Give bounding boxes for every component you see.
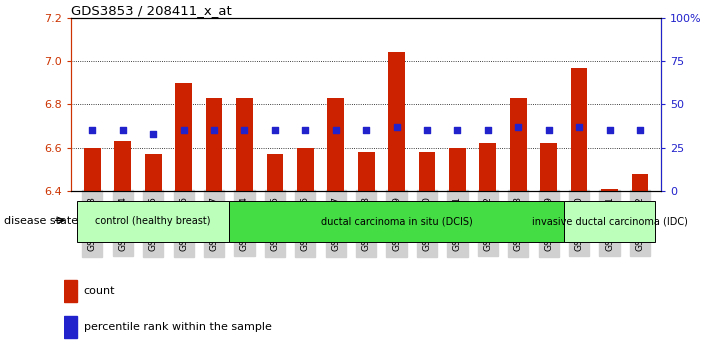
Point	[117, 127, 129, 133]
Text: percentile rank within the sample: percentile rank within the sample	[84, 322, 272, 332]
Bar	[479, 143, 496, 191]
Point	[604, 127, 615, 133]
Point	[208, 127, 220, 133]
Point	[330, 127, 341, 133]
Text: ductal carcinoma in situ (DCIS): ductal carcinoma in situ (DCIS)	[321, 216, 472, 226]
Bar	[510, 98, 527, 191]
Bar	[358, 152, 375, 191]
Point	[513, 124, 524, 130]
Bar	[64, 280, 77, 302]
Bar	[64, 316, 77, 338]
Point	[360, 127, 372, 133]
Bar	[631, 174, 648, 191]
Bar	[388, 52, 405, 191]
Point	[482, 127, 493, 133]
Bar	[236, 98, 253, 191]
Point	[573, 124, 584, 130]
Bar	[145, 154, 161, 191]
FancyBboxPatch shape	[77, 200, 229, 242]
FancyBboxPatch shape	[564, 200, 655, 242]
Bar	[540, 143, 557, 191]
Bar	[114, 141, 131, 191]
Bar	[449, 148, 466, 191]
Point	[148, 131, 159, 137]
Text: disease state: disease state	[4, 216, 77, 226]
Text: count: count	[84, 286, 115, 296]
Point	[87, 127, 98, 133]
Bar	[267, 154, 283, 191]
Point	[543, 127, 555, 133]
Point	[239, 127, 250, 133]
Point	[391, 124, 402, 130]
Bar	[571, 68, 587, 191]
Point	[451, 127, 463, 133]
Text: GDS3853 / 208411_x_at: GDS3853 / 208411_x_at	[71, 4, 232, 17]
Bar	[84, 148, 101, 191]
FancyBboxPatch shape	[229, 200, 564, 242]
Point	[422, 127, 433, 133]
Bar	[297, 148, 314, 191]
Bar	[602, 189, 618, 191]
Bar	[327, 98, 344, 191]
Text: control (healthy breast): control (healthy breast)	[95, 216, 211, 226]
Point	[299, 127, 311, 133]
Bar	[419, 152, 435, 191]
Text: invasive ductal carcinoma (IDC): invasive ductal carcinoma (IDC)	[532, 216, 688, 226]
Bar	[176, 83, 192, 191]
Point	[634, 127, 646, 133]
Bar	[205, 98, 223, 191]
Point	[178, 127, 189, 133]
Point	[269, 127, 281, 133]
